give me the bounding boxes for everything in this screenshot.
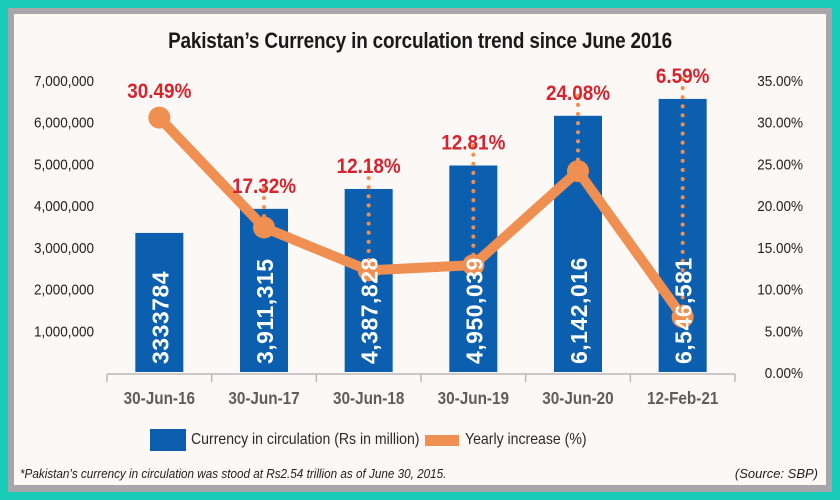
- line-point-yearly-increase: [357, 259, 380, 282]
- source-note: (Source: SBP): [734, 466, 818, 481]
- right-axis-tick-label: 30.00%: [757, 115, 803, 132]
- x-axis-category-label: 12-Feb-21: [647, 388, 718, 408]
- x-axis-category-label: 30-Jun-20: [542, 388, 613, 408]
- legend-swatch-currency: [150, 429, 186, 451]
- bar-value-label: 6,142,016: [566, 257, 592, 364]
- percent-data-label: 30.49%: [127, 80, 191, 103]
- percent-data-label: 6.59%: [656, 65, 710, 88]
- left-axis-tick-label: 4,000,000: [34, 199, 94, 216]
- x-axis-category-label: 30-Jun-19: [438, 388, 509, 408]
- bar-value-label: 6,546,581: [671, 257, 697, 364]
- legend-swatch-yearly-increase: [424, 434, 459, 446]
- percent-data-label: 12.18%: [337, 155, 401, 178]
- right-axis-tick-label: 5.00%: [765, 324, 804, 341]
- percent-data-label: 17.32%: [232, 175, 296, 198]
- legend-label-yearly-increase: Yearly increase (%): [464, 431, 587, 448]
- chart-title: Pakistan’s Currency in corculation trend…: [168, 28, 672, 53]
- percent-data-label: 24.08%: [546, 82, 610, 105]
- percent-data-label: 12.81%: [441, 132, 505, 155]
- left-axis-tick-label: 7,000,000: [34, 73, 94, 90]
- legend: Currency in circulation (Rs in million) …: [150, 429, 603, 451]
- bar-value-label: 3,911,315: [252, 258, 278, 364]
- left-axis-tick-label: 5,000,000: [34, 157, 94, 174]
- right-axis-tick-label: 35.00%: [757, 73, 803, 90]
- x-axis-category-label: 30-Jun-16: [124, 388, 195, 408]
- line-point-yearly-increase: [671, 306, 694, 329]
- legend-label-currency: Currency in circulation (Rs in million): [191, 431, 420, 448]
- left-axis-tick-label: 6,000,000: [34, 115, 94, 132]
- left-axis-tick-label: 3,000,000: [34, 240, 94, 257]
- right-axis-tick-label: 15.00%: [757, 240, 803, 257]
- bar-value-label: 4,950,039: [461, 257, 487, 364]
- bar-value-label: 3333784: [147, 271, 173, 364]
- footnote: *Pakistan’s currency in circulation was …: [20, 466, 447, 481]
- line-point-yearly-increase: [253, 216, 275, 239]
- line-yearly-increase: [154, 112, 688, 323]
- left-axis-tick-label: 1,000,000: [34, 324, 94, 341]
- right-axis-tick-label: 10.00%: [757, 282, 803, 299]
- right-axis-tick-label: 20.00%: [757, 199, 803, 216]
- x-axis-category-label: 30-Jun-17: [228, 388, 299, 408]
- bar-value-label: 4,387,828: [357, 257, 383, 364]
- line-point-yearly-increase: [462, 254, 485, 277]
- right-axis-tick-label: 0.00%: [765, 365, 804, 382]
- right-axis-tick-label: 25.00%: [757, 157, 803, 174]
- x-axis-category-label: 30-Jun-18: [333, 388, 404, 408]
- left-axis-tick-label: 2,000,000: [34, 282, 94, 299]
- line-point-yearly-increase: [567, 160, 589, 183]
- line-point-yearly-increase: [148, 106, 171, 129]
- bar-currency: [135, 232, 184, 372]
